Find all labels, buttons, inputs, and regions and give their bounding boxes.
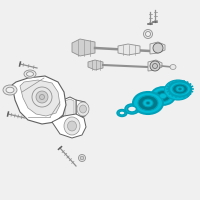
Ellipse shape	[144, 29, 153, 38]
Ellipse shape	[133, 92, 163, 114]
Ellipse shape	[153, 43, 163, 53]
Polygon shape	[63, 97, 76, 121]
Polygon shape	[20, 80, 60, 116]
Polygon shape	[150, 42, 165, 54]
Ellipse shape	[156, 90, 170, 102]
Ellipse shape	[176, 86, 184, 92]
Ellipse shape	[77, 102, 89, 116]
Ellipse shape	[151, 87, 175, 105]
Ellipse shape	[68, 121, 76, 131]
Polygon shape	[72, 39, 95, 56]
Ellipse shape	[150, 61, 160, 71]
Polygon shape	[88, 60, 103, 70]
Ellipse shape	[26, 72, 34, 76]
Ellipse shape	[172, 84, 188, 94]
Ellipse shape	[146, 102, 150, 104]
Ellipse shape	[119, 111, 125, 115]
Ellipse shape	[6, 87, 14, 93]
Polygon shape	[118, 44, 140, 55]
Ellipse shape	[178, 88, 182, 90]
Ellipse shape	[128, 106, 136, 112]
Polygon shape	[52, 114, 86, 138]
Ellipse shape	[64, 117, 80, 135]
Ellipse shape	[117, 110, 127, 116]
Ellipse shape	[138, 96, 158, 110]
Ellipse shape	[78, 154, 86, 162]
Ellipse shape	[36, 91, 48, 103]
Ellipse shape	[80, 105, 86, 113]
Ellipse shape	[146, 31, 151, 36]
Ellipse shape	[160, 94, 166, 98]
Ellipse shape	[143, 99, 153, 107]
Ellipse shape	[32, 87, 52, 107]
Ellipse shape	[153, 64, 158, 68]
Polygon shape	[65, 99, 74, 119]
Ellipse shape	[170, 64, 176, 70]
Ellipse shape	[164, 80, 192, 100]
Polygon shape	[76, 100, 88, 118]
Ellipse shape	[24, 70, 36, 78]
Polygon shape	[148, 60, 162, 71]
Ellipse shape	[80, 156, 84, 160]
Ellipse shape	[169, 82, 191, 97]
Ellipse shape	[3, 85, 17, 95]
Polygon shape	[12, 76, 66, 124]
Ellipse shape	[40, 95, 44, 99]
Ellipse shape	[125, 104, 139, 114]
